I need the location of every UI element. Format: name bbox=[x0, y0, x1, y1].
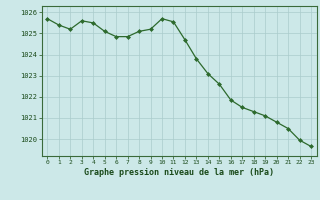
X-axis label: Graphe pression niveau de la mer (hPa): Graphe pression niveau de la mer (hPa) bbox=[84, 168, 274, 177]
